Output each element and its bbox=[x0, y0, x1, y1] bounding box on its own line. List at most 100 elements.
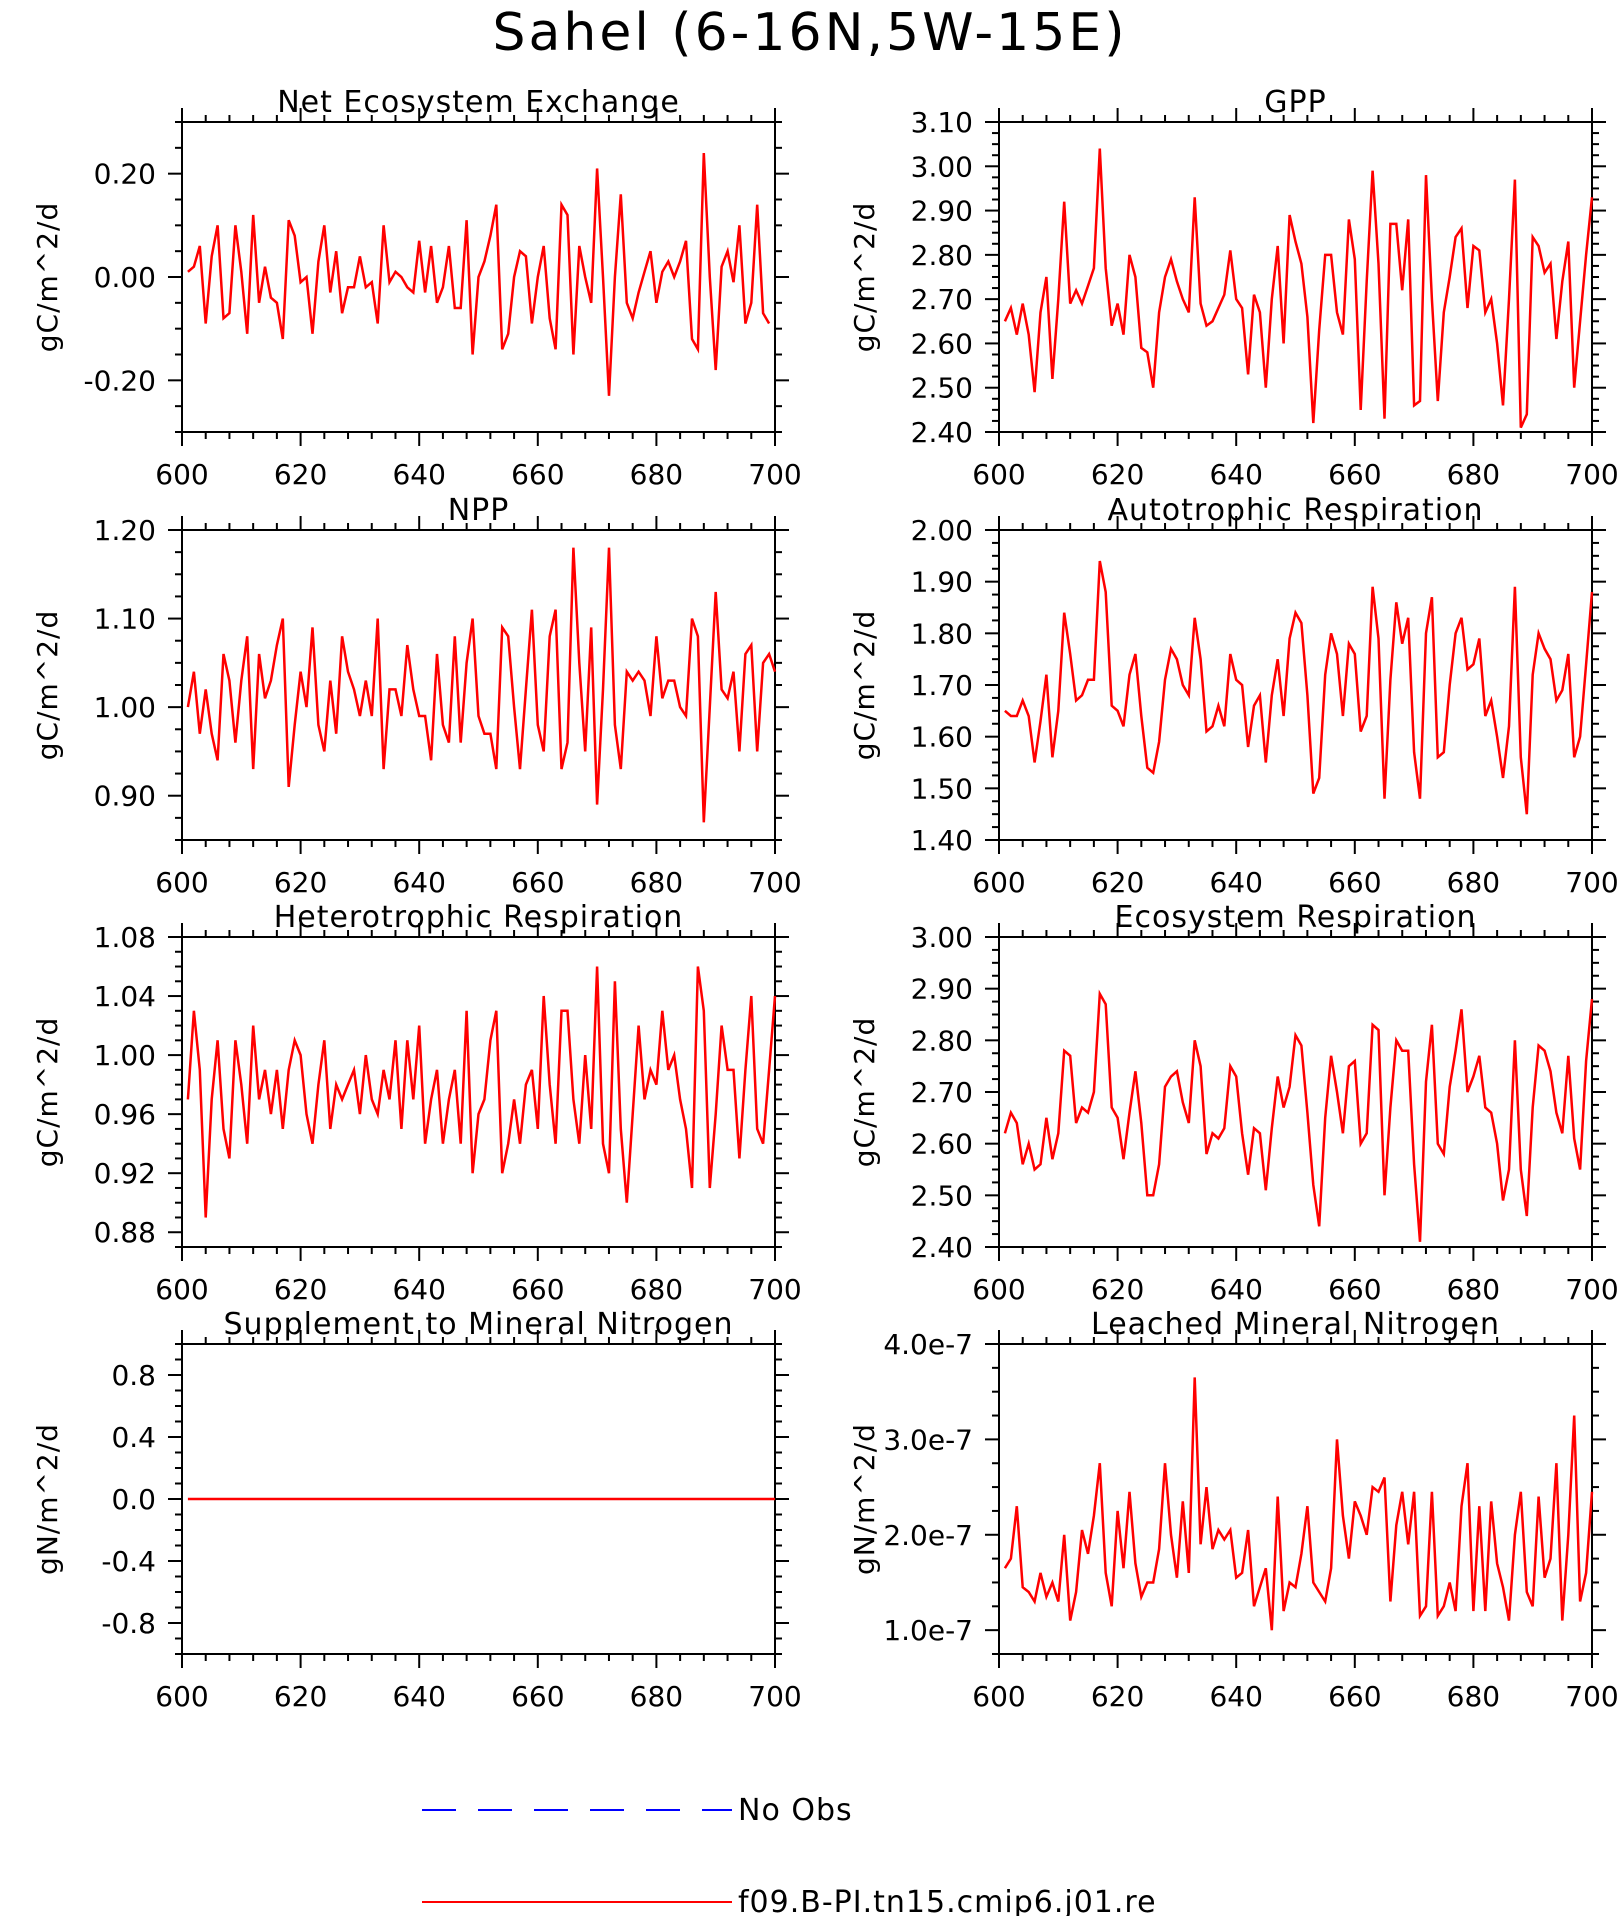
y-tick-label: 0.8 bbox=[111, 1359, 156, 1392]
y-axis-label: gC/m^2/d bbox=[848, 202, 881, 353]
legend-item-obs: No Obs bbox=[422, 1793, 853, 1828]
chart-title: Supplement to Mineral Nitrogen bbox=[224, 1307, 734, 1342]
x-tick-label: 600 bbox=[155, 458, 208, 491]
chart-leached-mineral-nitrogen: Leached Mineral Nitrogen gN/m^2/d 600 620 64… bbox=[848, 1307, 1619, 1713]
panels: Net Ecosystem Exchange gC/m^2/d 600 620 640 6… bbox=[31, 85, 1619, 1713]
y-tick-label: 0.4 bbox=[111, 1421, 156, 1454]
y-tick-label: 1.00 bbox=[94, 691, 156, 724]
y-tick-label: -0.8 bbox=[101, 1607, 156, 1640]
series-line bbox=[1003, 1377, 1594, 1631]
x-tick-label: 700 bbox=[1565, 1680, 1618, 1713]
chart-heterotrophic-respiration: Heterotrophic Respiration gC/m^2/d 600 620 6… bbox=[31, 900, 802, 1306]
y-tick-label: 2.70 bbox=[911, 1076, 973, 1109]
x-tick-label: 600 bbox=[155, 866, 208, 899]
legend: No Obs f09.B-PI.tn15.cmip6.j01.re bbox=[422, 1793, 1157, 1916]
y-tick-label: 0.0 bbox=[111, 1483, 156, 1516]
x-tick-label: 620 bbox=[274, 866, 327, 899]
y-tick-label: 1.80 bbox=[911, 617, 973, 650]
y-tick-label: 2.50 bbox=[911, 1179, 973, 1212]
x-tick-label: 640 bbox=[1209, 458, 1262, 491]
y-tick-label: 2.80 bbox=[911, 1024, 973, 1057]
chart-title: Heterotrophic Respiration bbox=[274, 900, 684, 935]
y-tick-label: 2.60 bbox=[911, 327, 973, 360]
y-axis-label: gC/m^2/d bbox=[31, 610, 64, 761]
chart-npp: NPP gC/m^2/d 600 620 640 660 680 700 0.90 1.00 1.1… bbox=[31, 493, 802, 899]
x-tick-label: 640 bbox=[1209, 1273, 1262, 1306]
y-axis-label: gC/m^2/d bbox=[848, 1017, 881, 1168]
x-tick-label: 620 bbox=[274, 458, 327, 491]
page-title: Sahel (6-16N,5W-15E) bbox=[493, 3, 1128, 63]
y-tick-label: 0.00 bbox=[94, 261, 156, 294]
x-tick-label: 680 bbox=[630, 458, 683, 491]
y-tick-label: 2.90 bbox=[911, 195, 973, 228]
y-tick-label: 1.60 bbox=[911, 721, 973, 754]
x-tick-label: 700 bbox=[1565, 458, 1618, 491]
x-tick-label: 680 bbox=[1447, 866, 1500, 899]
x-tick-label: 700 bbox=[748, 866, 801, 899]
y-tick-label: 1.90 bbox=[911, 566, 973, 599]
chart-title: Net Ecosystem Exchange bbox=[277, 85, 680, 120]
x-tick-label: 660 bbox=[1328, 1273, 1381, 1306]
x-tick-label: 640 bbox=[1209, 866, 1262, 899]
x-tick-label: 660 bbox=[511, 1273, 564, 1306]
x-tick-label: 600 bbox=[155, 1680, 208, 1713]
x-tick-label: 700 bbox=[748, 458, 801, 491]
y-tick-label: 0.20 bbox=[94, 158, 156, 191]
series-line bbox=[186, 966, 777, 1218]
plot-frame bbox=[998, 1343, 1593, 1655]
y-tick-label: 1.40 bbox=[911, 824, 973, 857]
x-tick-label: 660 bbox=[1328, 458, 1381, 491]
y-tick-label: 2.40 bbox=[911, 1231, 973, 1264]
x-tick-label: 600 bbox=[155, 1273, 208, 1306]
plot-frame bbox=[998, 529, 1593, 841]
y-tick-label: 1.08 bbox=[94, 921, 156, 954]
y-axis-label: gN/m^2/d bbox=[31, 1423, 64, 1575]
x-tick-label: 620 bbox=[274, 1273, 327, 1306]
chart-title: Autotrophic Respiration bbox=[1107, 493, 1483, 528]
x-tick-label: 600 bbox=[972, 866, 1025, 899]
y-tick-label: 1.0e-7 bbox=[883, 1614, 973, 1647]
y-tick-label: 0.88 bbox=[94, 1216, 156, 1249]
y-axis-label: gC/m^2/d bbox=[31, 1017, 64, 1168]
plot-frame bbox=[181, 529, 776, 841]
x-tick-label: 680 bbox=[1447, 1680, 1500, 1713]
y-tick-label: 0.96 bbox=[94, 1098, 156, 1131]
x-tick-label: 620 bbox=[1091, 1273, 1144, 1306]
chart-title: Ecosystem Respiration bbox=[1115, 900, 1477, 935]
series-line bbox=[1004, 560, 1594, 815]
x-tick-label: 700 bbox=[748, 1680, 801, 1713]
y-tick-label: -0.20 bbox=[84, 364, 156, 397]
x-tick-label: 660 bbox=[511, 866, 564, 899]
x-tick-label: 600 bbox=[972, 1680, 1025, 1713]
chart-autotrophic-respiration: Autotrophic Respiration gC/m^2/d 600 620 640… bbox=[848, 493, 1619, 899]
chart-ecosystem-respiration: Ecosystem Respiration gC/m^2/d 600 620 640 66… bbox=[848, 900, 1619, 1306]
x-tick-label: 700 bbox=[1565, 866, 1618, 899]
y-tick-label: 2.90 bbox=[911, 973, 973, 1006]
x-tick-label: 620 bbox=[274, 1680, 327, 1713]
y-tick-label: 2.00 bbox=[911, 514, 973, 547]
y-tick-label: 2.40 bbox=[911, 416, 973, 449]
x-tick-label: 620 bbox=[1091, 866, 1144, 899]
y-tick-label: 2.80 bbox=[911, 239, 973, 272]
x-tick-label: 660 bbox=[511, 1680, 564, 1713]
x-tick-label: 700 bbox=[1565, 1273, 1618, 1306]
x-tick-label: 600 bbox=[972, 1273, 1025, 1306]
x-tick-label: 660 bbox=[1328, 1680, 1381, 1713]
chart-title: GPP bbox=[1264, 85, 1326, 120]
x-tick-label: 680 bbox=[1447, 458, 1500, 491]
x-tick-label: 600 bbox=[972, 458, 1025, 491]
y-axis-label: gN/m^2/d bbox=[848, 1423, 881, 1575]
x-tick-label: 680 bbox=[1447, 1273, 1500, 1306]
x-tick-label: 660 bbox=[1328, 866, 1381, 899]
y-tick-label: 1.04 bbox=[94, 980, 156, 1013]
y-tick-label: 0.92 bbox=[94, 1157, 156, 1190]
x-tick-label: 620 bbox=[1091, 458, 1144, 491]
legend-label-model: f09.B-PI.tn15.cmip6.j01.re bbox=[738, 1885, 1157, 1916]
legend-item-model: f09.B-PI.tn15.cmip6.j01.re bbox=[422, 1885, 1157, 1916]
y-tick-label: 3.00 bbox=[911, 921, 973, 954]
x-tick-label: 640 bbox=[392, 1680, 445, 1713]
y-tick-label: 3.0e-7 bbox=[883, 1423, 973, 1456]
y-tick-label: 2.70 bbox=[911, 283, 973, 316]
legend-label-obs: No Obs bbox=[738, 1793, 853, 1828]
